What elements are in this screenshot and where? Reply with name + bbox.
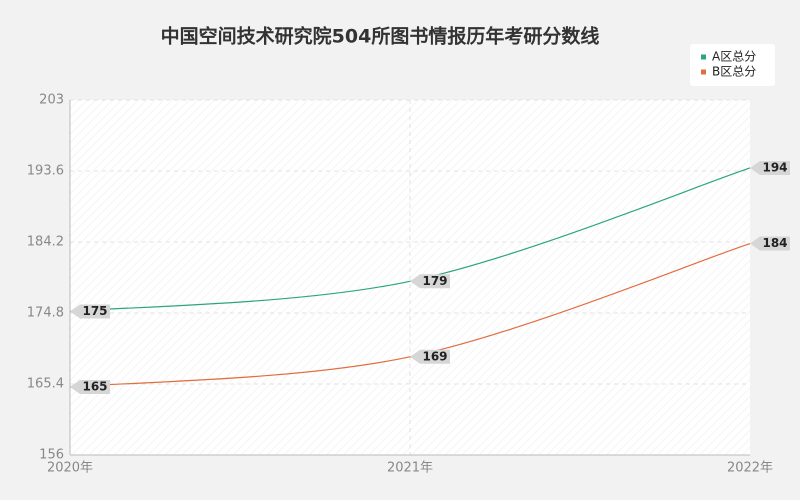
- x-tick-label: 2020年: [47, 461, 93, 476]
- data-label: 194: [762, 160, 787, 174]
- series-line: [69, 167, 751, 313]
- legend-label: A区总分: [712, 50, 756, 64]
- legend-swatch: [701, 54, 706, 60]
- data-label-tag: [70, 304, 110, 319]
- data-label: 165: [82, 380, 107, 394]
- y-tick-label: 203: [39, 93, 64, 108]
- chart-title: 中国空间技术研究院504所图书情报历年考研分数线: [161, 25, 600, 48]
- y-tick-label: 156: [39, 448, 64, 463]
- legend-label: B区总分: [712, 65, 756, 79]
- data-label-tag: [410, 349, 450, 364]
- legend-swatch: [701, 69, 706, 75]
- data-label: 184: [762, 236, 787, 250]
- y-tick-label: 174.8: [27, 306, 64, 321]
- x-tick-label: 2021年: [387, 461, 433, 476]
- y-tick-label: 165.4: [27, 377, 64, 392]
- y-tick-label: 193.6: [27, 164, 64, 179]
- data-label-tag: [410, 274, 450, 289]
- data-label: 179: [422, 274, 447, 288]
- series-line: [69, 242, 751, 388]
- data-label: 169: [422, 349, 447, 363]
- x-tick-label: 2022年: [727, 461, 773, 476]
- legend-box: [690, 44, 775, 86]
- data-label-tag: [750, 236, 790, 251]
- y-tick-label: 184.2: [27, 235, 64, 250]
- data-label: 175: [82, 304, 107, 318]
- data-label-tag: [750, 160, 790, 175]
- data-label-tag: [70, 380, 110, 395]
